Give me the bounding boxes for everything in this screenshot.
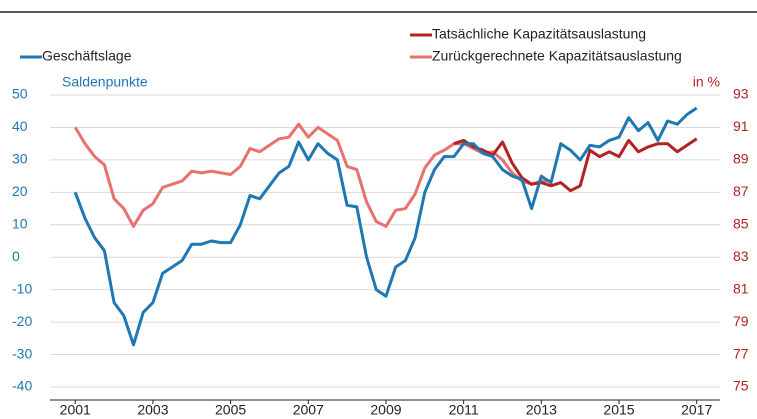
y-axis-label: Saldenpunkte [62,74,148,90]
series-line [73,122,551,228]
y2-tick-label: 75 [733,378,749,394]
x-tick-label: 2007 [293,402,324,418]
series-line [453,137,698,193]
y2-tick-label: 77 [733,345,749,361]
y-tick-label: 30 [12,151,28,167]
legend-label: Geschäftslage [42,48,132,64]
x-tick-label: 2003 [137,402,168,418]
y-tick-label: -10 [12,280,32,296]
y2-tick-label: 89 [733,151,749,167]
y2-tick-label: 85 [733,215,749,231]
y-tick-label: -30 [12,345,32,361]
y-tick-label: 20 [12,183,28,199]
legend-label: Tatsächliche Kapazitätsauslastung [432,26,646,42]
x-tick-label: 2009 [370,402,401,418]
x-tick-label: 2011 [449,402,479,418]
y-tick-label: -40 [12,378,32,394]
x-tick-label: 2015 [603,402,634,418]
y2-tick-label: 87 [733,183,749,199]
x-tick-label: 2005 [215,402,246,418]
y2-axis-label: in % [693,74,720,90]
y2-tick-label: 93 [733,86,749,102]
y-tick-label: 0 [12,248,20,264]
series-line [73,106,698,347]
y2-tick-label: 83 [733,248,749,264]
y-tick-label: 10 [12,215,28,231]
y-tick-label: 50 [12,86,28,102]
y-tick-label: 40 [12,118,28,134]
y-tick-label: -20 [12,313,32,329]
y2-tick-label: 91 [733,118,749,134]
legend-label: Zurückgerechnete Kapazitätsauslastung [432,48,682,64]
y2-tick-label: 81 [733,280,749,296]
y2-tick-label: 79 [733,313,749,329]
x-tick-label: 2001 [60,402,91,418]
x-tick-label: 2017 [681,402,712,418]
x-tick-label: 2013 [526,402,557,418]
